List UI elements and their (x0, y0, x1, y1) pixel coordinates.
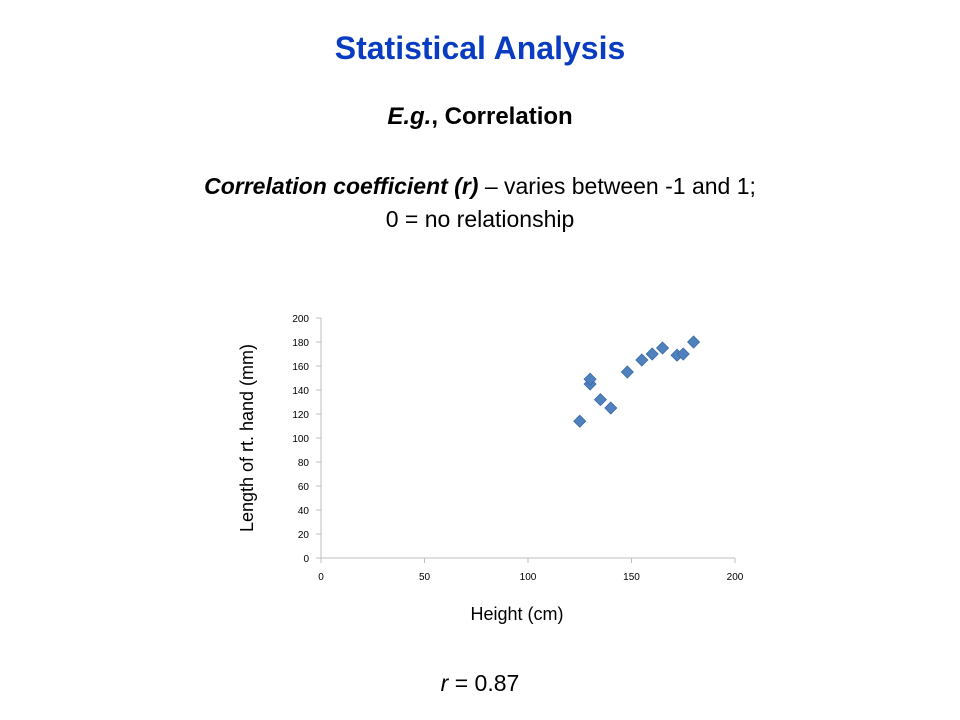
y-tick-label: 0 (303, 554, 309, 565)
correlation-result: r = 0.87 (0, 670, 960, 697)
y-tick-label: 100 (292, 434, 309, 445)
axes: 0 20 40 60 80 100 120 140 160 180 200 0 50 100 150 200 (292, 314, 743, 583)
description-rest: – varies between -1 and 1; (478, 173, 756, 199)
data-point (655, 341, 670, 355)
description-line-1: Correlation coefficient (r) – varies bet… (0, 170, 960, 203)
y-tick-label: 120 (292, 410, 309, 421)
correlation-value: = 0.87 (448, 670, 520, 696)
data-point (583, 372, 597, 386)
y-tick-label: 180 (292, 338, 309, 349)
y-tick-label: 20 (298, 530, 310, 541)
description: Correlation coefficient (r) – varies bet… (0, 170, 960, 236)
data-point (635, 353, 649, 367)
data-points (573, 335, 701, 428)
data-point (676, 347, 690, 361)
y-tick-label: 60 (298, 482, 310, 493)
subtitle-example: E.g. (387, 103, 432, 130)
data-point (620, 365, 634, 379)
data-point (645, 347, 659, 361)
x-tick-label: 200 (727, 572, 744, 583)
x-tick-label: 50 (419, 572, 431, 583)
x-tick-label: 100 (520, 572, 537, 583)
correlation-symbol: r (440, 670, 449, 696)
description-lead: Correlation coefficient (r) (204, 173, 479, 199)
data-point (573, 414, 587, 428)
y-tick-label: 200 (292, 314, 309, 325)
x-axis-label: Height (cm) (470, 604, 563, 624)
data-point (604, 401, 618, 415)
y-axis-label: Length of rt. hand (mm) (237, 344, 257, 532)
subtitle: E.g., Correlation (0, 103, 960, 131)
y-tick-label: 80 (298, 458, 310, 469)
y-tick-label: 40 (298, 506, 310, 517)
x-tick-label: 0 (318, 572, 324, 583)
page-title: Statistical Analysis (334, 30, 626, 66)
description-line-2: 0 = no relationship (385, 206, 575, 232)
data-point (593, 393, 608, 407)
x-tick-label: 150 (623, 572, 640, 583)
y-tick-label: 140 (292, 386, 309, 397)
y-tick-label: 160 (292, 362, 309, 373)
subtitle-topic: , Correlation (431, 103, 573, 130)
data-point (687, 335, 701, 349)
